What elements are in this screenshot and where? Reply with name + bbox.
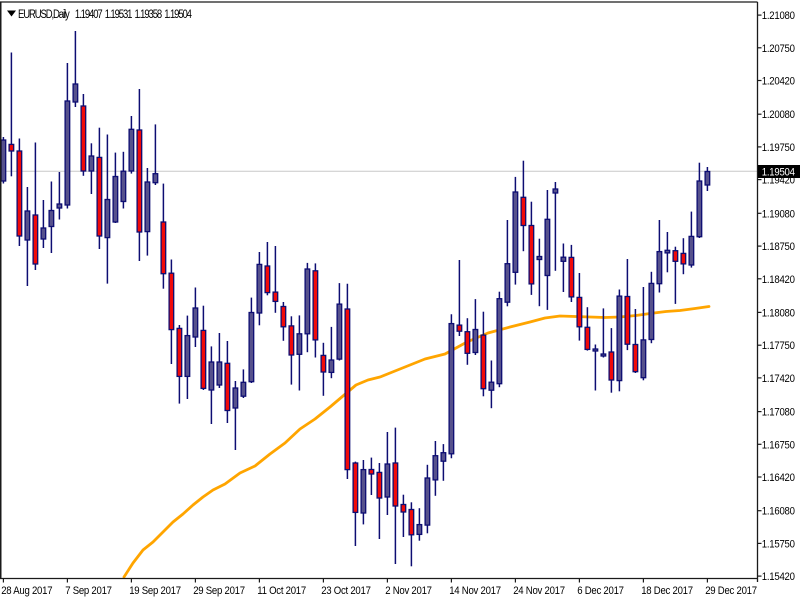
svg-text:1.15750: 1.15750	[762, 539, 795, 551]
svg-text:29 Sep 2017: 29 Sep 2017	[193, 585, 245, 597]
svg-text:1.17420: 1.17420	[762, 373, 795, 385]
svg-text:23 Oct 2017: 23 Oct 2017	[321, 585, 371, 597]
svg-text:6 Dec 2017: 6 Dec 2017	[577, 585, 624, 597]
svg-text:1.19080: 1.19080	[762, 209, 795, 221]
svg-text:1.16420: 1.16420	[762, 472, 795, 484]
svg-text:11 Oct 2017: 11 Oct 2017	[257, 585, 306, 597]
svg-text:1.19750: 1.19750	[762, 142, 795, 154]
svg-text:1.18420: 1.18420	[762, 274, 795, 286]
svg-text:19 Sep 2017: 19 Sep 2017	[129, 585, 181, 597]
svg-text:1.17750: 1.17750	[762, 341, 795, 353]
svg-text:1.19504: 1.19504	[762, 167, 795, 179]
svg-text:1.18750: 1.18750	[762, 241, 795, 253]
svg-text:1.17080: 1.17080	[762, 407, 795, 419]
svg-text:18 Dec 2017: 18 Dec 2017	[641, 585, 693, 597]
svg-text:7 Sep 2017: 7 Sep 2017	[65, 585, 112, 597]
svg-text:14 Nov 2017: 14 Nov 2017	[449, 585, 501, 597]
svg-text:EURUSD,Daily 1.19407 1.19531: EURUSD,Daily 1.19407 1.19531 1.19358 1.1…	[18, 8, 192, 21]
svg-text:2 Nov 2017: 2 Nov 2017	[385, 585, 432, 597]
svg-text:28 Aug 2017: 28 Aug 2017	[1, 585, 52, 597]
svg-text:1.20750: 1.20750	[762, 43, 795, 55]
svg-text:1.21080: 1.21080	[762, 10, 795, 22]
svg-text:24 Nov 2017: 24 Nov 2017	[513, 585, 565, 597]
svg-text:1.18080: 1.18080	[762, 308, 795, 320]
svg-text:29 Dec 2017: 29 Dec 2017	[705, 585, 757, 597]
svg-text:1.19420: 1.19420	[762, 175, 795, 187]
svg-text:1.20420: 1.20420	[762, 76, 795, 88]
svg-text:1.16750: 1.16750	[762, 440, 795, 452]
svg-text:1.16080: 1.16080	[762, 506, 795, 518]
svg-text:1.20080: 1.20080	[762, 110, 795, 122]
svg-text:1.15420: 1.15420	[762, 571, 795, 583]
